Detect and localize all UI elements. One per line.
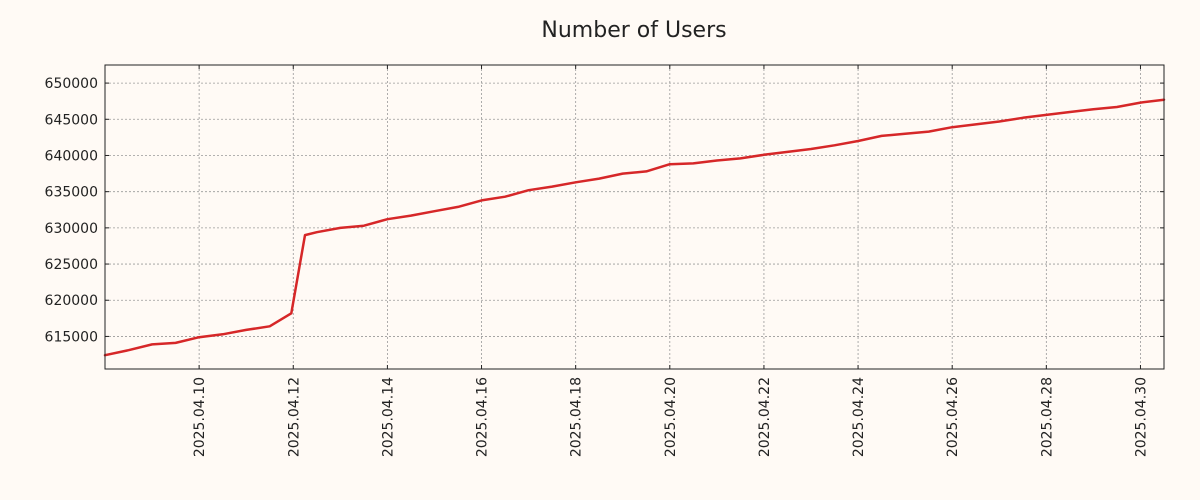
y-tick-label: 640000 bbox=[45, 148, 98, 164]
y-tick-label: 630000 bbox=[45, 221, 98, 237]
x-tick-label: 2025.04.12 bbox=[286, 377, 302, 457]
plot-frame bbox=[104, 64, 1165, 370]
x-tick-label: 2025.04.24 bbox=[851, 377, 867, 457]
plot-area bbox=[105, 65, 1164, 369]
series-line bbox=[103, 98, 1166, 357]
x-tick-label: 2025.04.14 bbox=[380, 377, 396, 457]
y-tick-label: 645000 bbox=[45, 112, 98, 128]
y-tick-label: 650000 bbox=[45, 76, 98, 92]
x-tick-label: 2025.04.22 bbox=[757, 377, 773, 457]
x-tick-label: 2025.04.16 bbox=[475, 377, 491, 457]
y-tick-label: 615000 bbox=[45, 329, 98, 345]
x-tick-label: 2025.04.26 bbox=[945, 377, 961, 457]
x-tick-label: 2025.04.20 bbox=[663, 377, 679, 457]
y-tick-label: 635000 bbox=[45, 185, 98, 201]
x-tick-label: 2025.04.28 bbox=[1039, 377, 1055, 457]
x-tick-label: 2025.04.30 bbox=[1133, 377, 1149, 457]
x-tick-label: 2025.04.10 bbox=[192, 377, 208, 457]
chart-title: Number of Users bbox=[541, 18, 726, 43]
x-tick-label: 2025.04.18 bbox=[569, 377, 585, 457]
y-tick-label: 620000 bbox=[45, 293, 98, 309]
y-tick-label: 625000 bbox=[45, 257, 98, 273]
